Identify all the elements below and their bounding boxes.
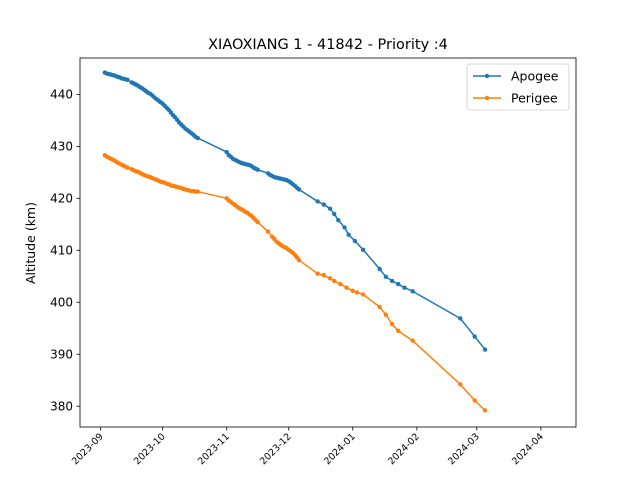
y-tick-label: 420 <box>50 192 73 206</box>
perigee-point-89 <box>410 338 415 343</box>
apogee-point-81 <box>336 217 341 223</box>
apogee-point-88 <box>389 278 395 284</box>
y-tick-label: 400 <box>50 296 73 310</box>
plot-frame <box>79 57 577 428</box>
perigee-point-86 <box>383 312 389 317</box>
apogee-point-83 <box>346 232 351 237</box>
apogee-point-60 <box>255 167 260 172</box>
perigee-point-84 <box>360 292 366 297</box>
plot-area <box>102 70 488 413</box>
legend-apogee-marker <box>484 73 490 79</box>
perigee-point-92 <box>482 408 488 413</box>
apogee-point-78 <box>321 202 327 207</box>
perigee-point-77 <box>321 273 327 278</box>
apogee-point-86 <box>377 266 382 272</box>
apogee-point-77 <box>315 199 320 204</box>
apogee-point-92 <box>458 316 463 321</box>
perigee-point-85 <box>377 304 382 310</box>
perigee-point-82 <box>350 288 355 294</box>
perigee-point-11 <box>125 165 130 170</box>
perigee-point-81 <box>344 285 349 290</box>
perigee-point-60 <box>255 220 260 225</box>
y-tick-label: 380 <box>50 400 73 414</box>
apogee-point-44 <box>195 135 200 141</box>
perigee-point-78 <box>327 276 333 281</box>
chart-title: XIAOXIANG 1 - 41842 - Priority :4 <box>208 37 448 53</box>
apogee-point-90 <box>402 285 407 290</box>
perigee-point-79 <box>332 278 337 284</box>
apogee-point-84 <box>352 238 358 244</box>
y-axis-label: Altitude (km) <box>23 202 38 284</box>
legend-perigee-marker <box>484 95 490 101</box>
apogee-point-76 <box>296 187 302 192</box>
perigee-point-76 <box>315 271 320 276</box>
perigee-point-88 <box>396 328 401 334</box>
perigee-point-75 <box>296 257 302 263</box>
perigee-point-83 <box>354 290 360 295</box>
apogee-point-91 <box>410 289 415 294</box>
apogee-point-94 <box>482 347 488 352</box>
legend: Apogee Perigee <box>466 63 570 111</box>
y-tick-label: 410 <box>50 244 73 258</box>
perigee-point-87 <box>389 321 395 327</box>
perigee-point-91 <box>472 398 477 403</box>
perigee-point-90 <box>458 382 463 387</box>
apogee-point-93 <box>472 334 477 339</box>
apogee-point-89 <box>396 281 401 287</box>
apogee-point-79 <box>327 206 333 211</box>
perigee-point-44 <box>195 189 200 194</box>
y-tick-label: 430 <box>50 140 73 154</box>
legend-apogee-label: Apogee <box>511 69 559 84</box>
legend-perigee-label: Perigee <box>511 91 558 106</box>
perigee-point-80 <box>338 281 343 287</box>
apogee-point-87 <box>383 274 389 279</box>
y-tick-label: 390 <box>50 348 73 362</box>
apogee-point-45 <box>224 149 229 155</box>
apogee-point-82 <box>342 225 347 230</box>
perigee-point-61 <box>265 229 271 234</box>
apogee-point-11 <box>125 77 130 83</box>
apogee-point-85 <box>360 247 366 252</box>
y-tick-label: 440 <box>50 88 73 102</box>
apogee-point-80 <box>332 211 337 217</box>
